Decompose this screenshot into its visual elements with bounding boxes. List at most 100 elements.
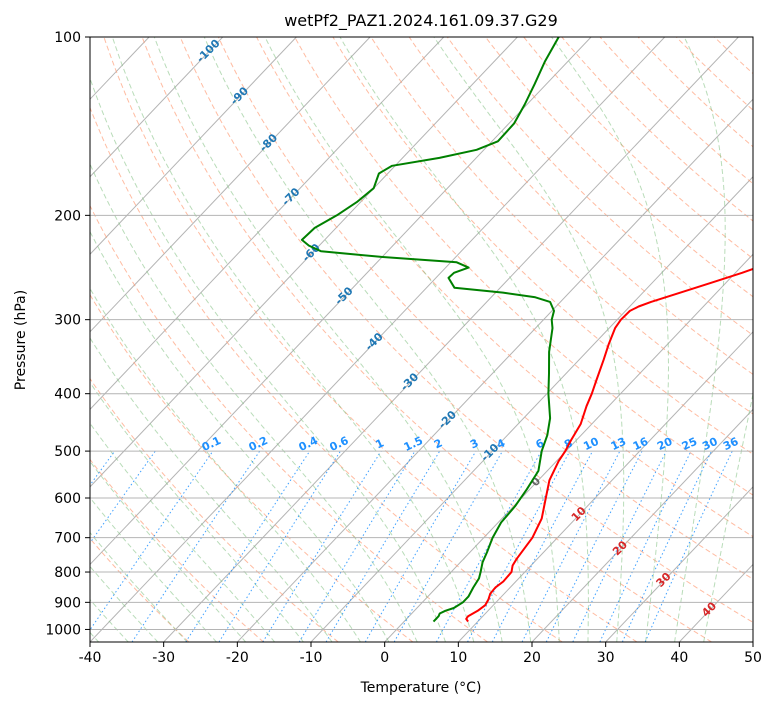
y-tick-label: 200 bbox=[54, 208, 81, 224]
dry-adiabat-line bbox=[752, 37, 753, 39]
mixing-ratio-label: 20 bbox=[655, 435, 675, 453]
mixing-ratio-line bbox=[90, 450, 156, 544]
mixing-ratio-label: 25 bbox=[680, 435, 699, 453]
isotherm-line bbox=[310, 176, 753, 642]
isotherm-line bbox=[90, 37, 371, 333]
moist-adiabat-line bbox=[551, 37, 669, 642]
x-tick-label: 20 bbox=[523, 650, 541, 666]
mixing-ratio-line bbox=[364, 450, 477, 642]
isotherm-line bbox=[531, 408, 753, 642]
isotherm-label: 20 bbox=[610, 538, 630, 558]
dry-adiabat-line bbox=[523, 37, 753, 260]
moist-adiabat-line bbox=[153, 37, 503, 642]
moist-adiabat-line bbox=[90, 162, 418, 642]
plot-frame bbox=[89, 36, 754, 643]
moist-adiabat-line bbox=[90, 381, 304, 642]
mixing-ratio-line bbox=[644, 450, 733, 642]
isotherm-line bbox=[90, 37, 592, 566]
mixing-ratio-line bbox=[185, 450, 311, 642]
x-tick-label: 30 bbox=[597, 650, 615, 666]
dry-adiabat-line bbox=[103, 37, 638, 642]
isotherm-line bbox=[678, 563, 753, 642]
dry-adiabat-line bbox=[485, 37, 753, 298]
mixing-ratio-line bbox=[545, 450, 643, 642]
mixing-ratio-line bbox=[218, 450, 341, 642]
dry-adiabat-line bbox=[637, 37, 753, 148]
mixing-ratio-label: 30 bbox=[700, 435, 720, 453]
isotherm-line bbox=[752, 641, 753, 642]
mixing-ratio-label: 36 bbox=[721, 435, 741, 453]
dry-adiabat-line bbox=[370, 37, 753, 415]
y-tick-label: 900 bbox=[54, 595, 81, 611]
x-tick-label: -20 bbox=[226, 650, 249, 666]
y-tick-label: 400 bbox=[54, 387, 81, 403]
dry-adiabat-line bbox=[179, 37, 753, 623]
dry-adiabat-line bbox=[714, 37, 753, 75]
moist-adiabat-line bbox=[90, 287, 362, 642]
mixing-ratio-line bbox=[90, 450, 214, 631]
moist-adiabat-line bbox=[674, 37, 726, 642]
dry-adiabat-line bbox=[561, 37, 753, 222]
isotherm-line bbox=[236, 98, 753, 642]
isotherm-line bbox=[90, 37, 224, 178]
isotherm-line bbox=[457, 331, 753, 642]
moist-adiabat-line bbox=[264, 37, 560, 642]
x-tick-label: 10 bbox=[449, 650, 467, 666]
moist-adiabat-line bbox=[90, 565, 159, 642]
x-tick-label: 40 bbox=[670, 650, 688, 666]
dry-adiabat-line bbox=[408, 37, 753, 375]
plot-area: 0.1 0.2 0.4 0.6 1 1.5 2 3 4 6 8 10 13 16 20 25 30 36 -100… bbox=[0, 37, 753, 642]
isotherm-line bbox=[163, 37, 739, 642]
isotherm-line bbox=[90, 37, 297, 256]
mixing-ratio-label: 2 bbox=[432, 436, 444, 451]
y-tick-label: 100 bbox=[54, 30, 81, 46]
temperature-profile-line bbox=[465, 267, 753, 623]
moist-adiabat-line bbox=[90, 230, 390, 642]
isotherm-line bbox=[90, 37, 445, 411]
y-tick-label: 1000 bbox=[45, 622, 81, 638]
x-tick-label: -40 bbox=[79, 650, 102, 666]
mixing-ratio-line bbox=[131, 450, 261, 642]
mixing-ratio-label: 1 bbox=[373, 436, 385, 451]
y-tick-label: 500 bbox=[54, 444, 81, 460]
mixing-ratio-line bbox=[325, 450, 441, 642]
moist-adiabat-line bbox=[0, 37, 69, 642]
dry-adiabat-line bbox=[90, 537, 190, 642]
mixing-ratio-line bbox=[467, 450, 571, 642]
y-tick-label: 300 bbox=[54, 313, 81, 329]
moist-adiabat-line bbox=[111, 37, 475, 642]
dry-adiabat-line bbox=[332, 37, 753, 455]
mixing-ratio-line bbox=[491, 450, 594, 642]
isotherm-line bbox=[90, 37, 518, 488]
dewpoint-profile-line bbox=[300, 37, 560, 623]
y-axis-ticks: 100 200 300 400 500 600 700 800 900 1000 bbox=[45, 30, 90, 638]
x-axis-ticks: -40 -30 -20 -10 0 10 20 30 40 50 bbox=[79, 642, 762, 666]
mixing-ratio-line bbox=[572, 450, 667, 642]
dry-adiabat-line bbox=[90, 293, 414, 642]
isotherm-line bbox=[384, 253, 753, 642]
x-tick-label: -10 bbox=[300, 650, 323, 666]
moist-adiabat-line bbox=[203, 37, 532, 642]
moist-adiabat-line bbox=[90, 337, 333, 642]
x-tick-label: 50 bbox=[744, 650, 762, 666]
dry-adiabat-line bbox=[256, 37, 753, 538]
moist-adiabat-line bbox=[90, 531, 188, 642]
mixing-ratio-label: 10 bbox=[581, 435, 601, 453]
dry-adiabat-line bbox=[294, 37, 753, 496]
chart-title: wetPf2_PAZ1.2024.161.09.37.G29 bbox=[284, 11, 558, 31]
sounding-profiles bbox=[300, 37, 753, 623]
dry-adiabat-line bbox=[90, 204, 488, 642]
y-tick-label: 800 bbox=[54, 565, 81, 581]
isotherm-line bbox=[0, 37, 75, 642]
dry-adiabat-line bbox=[90, 458, 264, 642]
isotherm-line bbox=[605, 486, 753, 642]
y-axis-title: Pressure (hPa) bbox=[13, 290, 29, 390]
x-tick-label: 0 bbox=[380, 650, 389, 666]
dry-adiabat-line bbox=[599, 37, 753, 185]
moist-adiabat-line bbox=[90, 497, 218, 642]
mixing-ratio-line bbox=[393, 450, 503, 642]
moist-adiabat-line bbox=[703, 391, 753, 642]
moist-adiabat-line bbox=[339, 37, 589, 642]
